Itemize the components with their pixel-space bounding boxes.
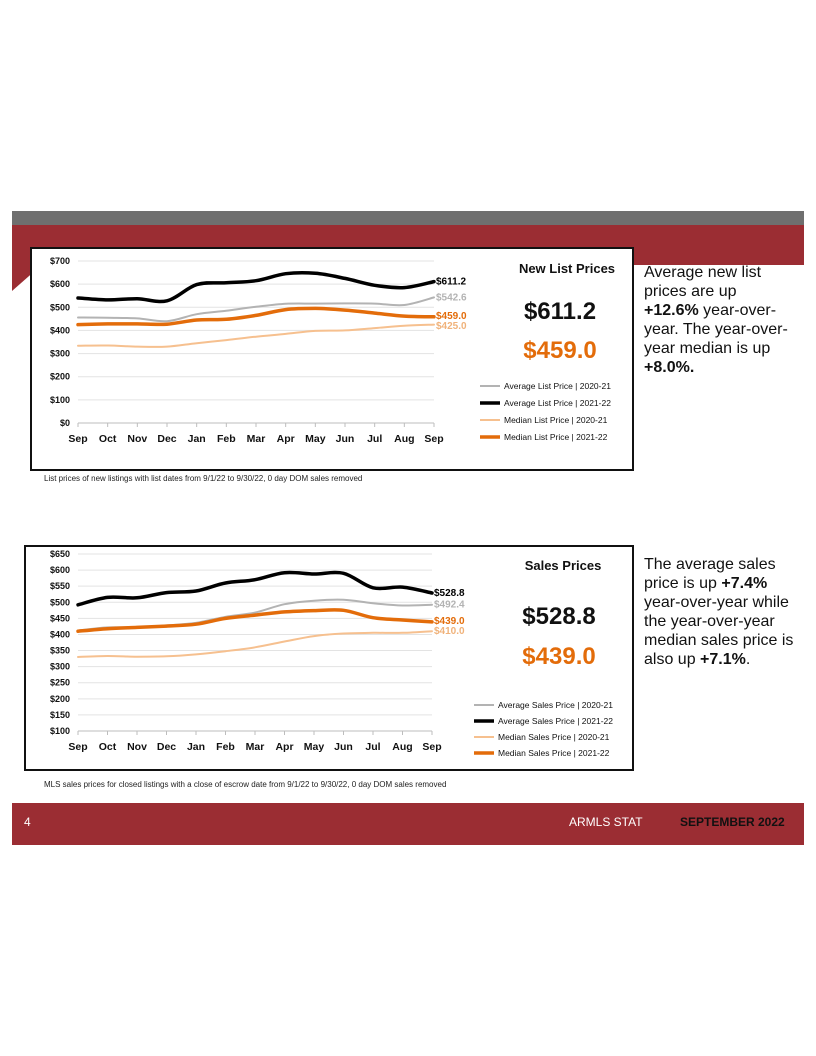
list-price-footnote: List prices of new listings with list da… <box>44 474 363 483</box>
x-tick-label: Sep <box>424 433 443 445</box>
list-price-chart: $0 $100 $200 $300 $400 $500 $600 $700 Sep Oct Nov D… <box>30 247 634 471</box>
y-tick-label: $500 <box>50 597 70 607</box>
x-tick-label: Nov <box>127 741 147 753</box>
y-tick-label: $700 <box>50 256 70 266</box>
series-line <box>76 271 436 304</box>
series-end-label: $528.8 <box>434 588 465 599</box>
y-tick-label: $650 <box>50 549 70 559</box>
x-tick-label: Jan <box>188 433 206 445</box>
sales-price-chart-svg: $100 $150 $200 $250 $300 $350 $400 $450 $500 $550… <box>50 549 613 758</box>
summary-text: year-over-year. The year-over-year media… <box>644 302 788 357</box>
sales-price-footnote: MLS sales prices for closed listings wit… <box>44 780 447 789</box>
x-tick-label: Mar <box>247 433 266 445</box>
y-tick-label: $500 <box>50 302 70 312</box>
x-tick-label: Sep <box>68 433 87 445</box>
x-tick-label: Jun <box>336 433 355 445</box>
y-tick-label: $100 <box>50 395 70 405</box>
x-tick-label: Aug <box>392 741 412 753</box>
y-tick-label: $450 <box>50 613 70 623</box>
legend-label: Average List Price | 2020-21 <box>504 381 611 391</box>
series-end-label: $611.2 <box>436 277 466 288</box>
sales-price-chart: $100 $150 $200 $250 $300 $350 $400 $450 $500 $550… <box>24 545 634 771</box>
summary-text: year-over-year while the year-over-year … <box>644 594 794 668</box>
y-tick-label: $100 <box>50 726 70 736</box>
y-tick-label: $550 <box>50 581 70 591</box>
x-tick-label: Sep <box>422 741 441 753</box>
x-tick-label: Oct <box>99 433 117 445</box>
series-end-label: $425.0 <box>436 321 467 332</box>
series-end-label: $492.4 <box>434 600 465 611</box>
x-tick-label: Dec <box>157 741 176 753</box>
big-average-value: $528.8 <box>522 603 595 630</box>
x-tick-label: May <box>304 741 325 753</box>
legend-label: Median List Price | 2021-22 <box>504 432 608 442</box>
summary-text: Average new list prices are up <box>644 264 762 300</box>
y-tick-label: $200 <box>50 372 70 382</box>
chart-title: Sales Prices <box>525 558 602 573</box>
y-tick-label: $250 <box>50 678 70 688</box>
summary-text: . <box>745 651 751 668</box>
y-tick-label: $300 <box>50 662 70 672</box>
summary-text: The average sales price is up <box>644 556 776 592</box>
footer-bar <box>12 803 804 845</box>
list-price-summary: Average new list prices are up +12.6% ye… <box>644 263 794 377</box>
x-tick-label: Jun <box>334 741 353 753</box>
x-tick-label: Feb <box>217 433 236 445</box>
legend-label: Average Sales Price | 2020-21 <box>498 700 613 710</box>
x-tick-label: Jul <box>365 741 380 753</box>
series-end-label: $439.0 <box>434 616 465 627</box>
x-tick-label: Apr <box>275 741 293 753</box>
y-tick-label: $400 <box>50 629 70 639</box>
y-tick-label: $400 <box>50 325 70 335</box>
x-tick-label: Jan <box>187 741 205 753</box>
x-tick-label: Mar <box>246 741 265 753</box>
series-line <box>76 570 434 607</box>
x-tick-label: Jul <box>367 433 382 445</box>
x-tick-label: Apr <box>277 433 295 445</box>
legend-label: Median Sales Price | 2021-22 <box>498 748 610 758</box>
x-tick-label: Oct <box>99 741 117 753</box>
series-end-label: $410.0 <box>434 626 465 637</box>
big-median-value: $439.0 <box>522 643 595 670</box>
summary-stat: +7.1% <box>700 651 746 668</box>
y-tick-label: $150 <box>50 710 70 720</box>
legend-label: Median List Price | 2020-21 <box>504 415 608 425</box>
series-end-label: $459.0 <box>436 311 467 322</box>
footer-date: SEPTEMBER 2022 <box>680 815 785 829</box>
y-tick-label: $600 <box>50 279 70 289</box>
y-tick-label: $0 <box>60 418 70 428</box>
legend-label: Average Sales Price | 2021-22 <box>498 716 613 726</box>
x-tick-label: Feb <box>216 741 235 753</box>
legend-label: Median Sales Price | 2020-21 <box>498 732 610 742</box>
series-line <box>77 296 435 323</box>
page-number: 4 <box>24 815 31 829</box>
x-tick-label: Sep <box>68 741 87 753</box>
summary-stat: +7.4% <box>721 575 768 592</box>
x-tick-label: May <box>305 433 326 445</box>
header-gray-band <box>12 211 804 225</box>
list-price-chart-svg: $0 $100 $200 $300 $400 $500 $600 $700 Sep Oct Nov D… <box>50 256 615 445</box>
chart-title: New List Prices <box>519 261 615 276</box>
y-tick-label: $200 <box>50 694 70 704</box>
legend-label: Average List Price | 2021-22 <box>504 398 611 408</box>
sales-price-summary: The average sales price is up +7.4% year… <box>644 555 794 669</box>
series-line <box>76 306 436 327</box>
series-line <box>76 608 434 633</box>
y-tick-label: $350 <box>50 646 70 656</box>
x-tick-label: Aug <box>394 433 414 445</box>
big-median-value: $459.0 <box>523 337 596 364</box>
y-tick-label: $600 <box>50 565 70 575</box>
series-line <box>77 630 433 658</box>
series-line <box>77 323 435 348</box>
series-end-label: $542.6 <box>436 292 467 303</box>
summary-stat: +12.6% <box>644 302 699 319</box>
summary-stat: +8.0%. <box>644 359 695 376</box>
x-tick-label: Dec <box>157 433 176 445</box>
footer-org: ARMLS STAT <box>569 815 643 829</box>
big-average-value: $611.2 <box>524 298 596 325</box>
y-tick-label: $300 <box>50 349 70 359</box>
x-tick-label: Nov <box>127 433 147 445</box>
